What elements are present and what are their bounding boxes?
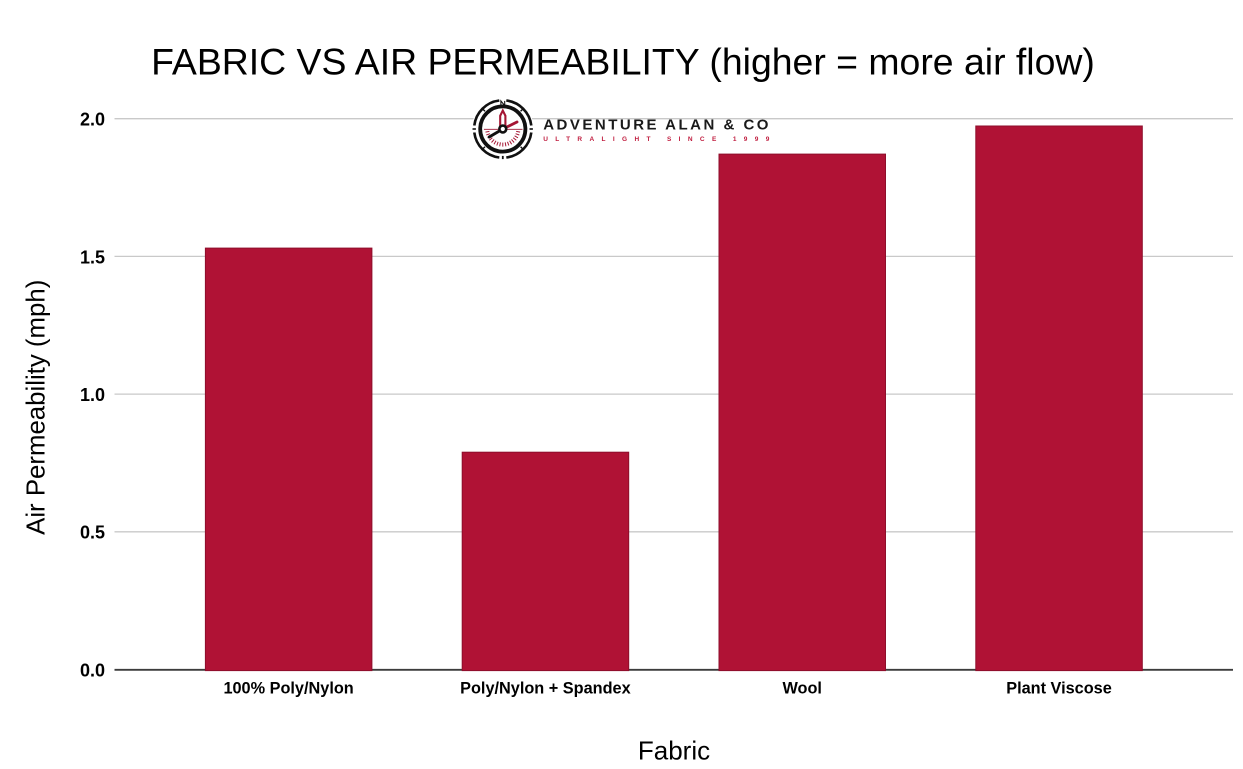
svg-text:Wool: Wool <box>782 680 822 698</box>
svg-text:0.5: 0.5 <box>80 523 105 543</box>
svg-text:Fabric: Fabric <box>638 736 710 766</box>
svg-text:100% Poly/Nylon: 100% Poly/Nylon <box>223 680 353 698</box>
svg-text:0.0: 0.0 <box>80 660 105 680</box>
svg-text:Air Permeability (mph): Air Permeability (mph) <box>23 280 51 535</box>
svg-text:Poly/Nylon + Spandex: Poly/Nylon + Spandex <box>460 680 631 698</box>
svg-text:FABRIC VS AIR PERMEABILITY (hi: FABRIC VS AIR PERMEABILITY (higher = mor… <box>151 41 1095 83</box>
svg-text:ULTRALIGHT SINCE 1999: ULTRALIGHT SINCE 1999 <box>543 136 777 143</box>
svg-text:ADVENTURE ALAN & CO: ADVENTURE ALAN & CO <box>543 117 771 134</box>
svg-text:Plant Viscose: Plant Viscose <box>1006 680 1112 698</box>
svg-text:2.0: 2.0 <box>80 110 105 130</box>
svg-text:1.5: 1.5 <box>80 247 105 267</box>
svg-text:1.0: 1.0 <box>80 385 105 405</box>
